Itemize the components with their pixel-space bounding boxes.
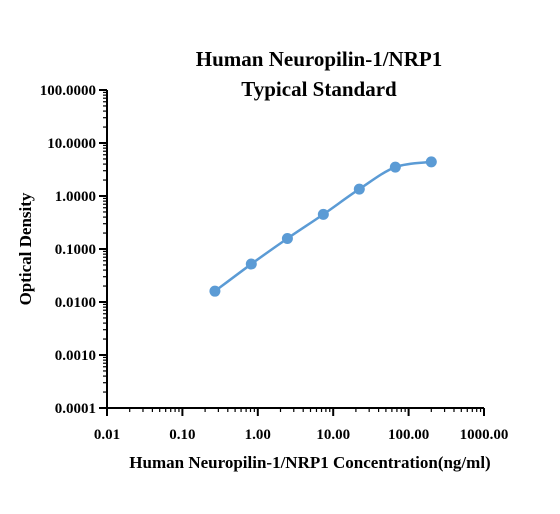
- x-tick-label: 1.00: [245, 427, 271, 443]
- x-tick-label: 100.00: [388, 427, 429, 443]
- x-tick-label: 1000.00: [460, 427, 509, 443]
- data-series: [209, 156, 437, 297]
- x-tick-label: 0.10: [169, 427, 195, 443]
- x-axis-ticks: 0.01 0.10 1.00 10.00 100.00 1000.00: [94, 408, 509, 443]
- data-point: [425, 156, 437, 168]
- data-point: [209, 285, 221, 297]
- data-point: [245, 258, 257, 270]
- x-tick-label: 10.00: [316, 427, 350, 443]
- data-point: [281, 232, 293, 244]
- y-tick-label: 0.1000: [55, 242, 96, 258]
- y-tick-label: 10.0000: [47, 136, 96, 152]
- y-tick-label: 0.0100: [55, 295, 96, 311]
- chart-title-line1: Human Neuropilin-1/NRP1: [196, 47, 442, 71]
- y-tick-label: 100.0000: [40, 83, 96, 99]
- axes: [106, 90, 484, 409]
- chart-title-line2: Typical Standard: [241, 77, 397, 101]
- fit-curve: [214, 160, 432, 293]
- y-tick-label: 1.0000: [55, 189, 96, 205]
- x-axis-label: Human Neuropilin-1/NRP1 Concentration(ng…: [129, 453, 490, 472]
- y-axis-ticks: 0.0001 0.0010 0.0100 0.1000 1.0000 10.0000 100…: [40, 83, 107, 417]
- data-point: [317, 208, 329, 220]
- y-tick-label: 0.0001: [55, 401, 96, 417]
- y-tick-label: 0.0010: [55, 348, 96, 364]
- y-axis-label: Optical Density: [16, 192, 35, 305]
- x-tick-label: 0.01: [94, 427, 120, 443]
- data-point: [353, 183, 365, 195]
- data-point: [389, 161, 401, 173]
